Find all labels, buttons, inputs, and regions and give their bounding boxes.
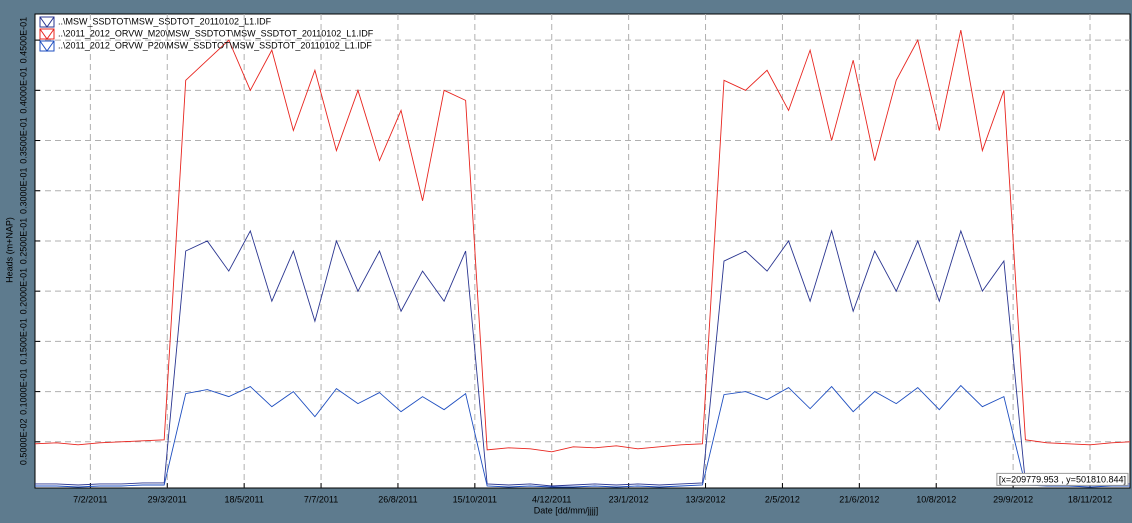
x-tick-label: 13/3/2012 [686, 494, 726, 504]
legend-label: ..\MSW_SSDTOT\MSW_SSDTOT_20110102_L1.IDF [58, 16, 272, 26]
x-tick-label: 7/2/2011 [73, 494, 107, 504]
y-axis-label: Heads (m+NAP) [4, 217, 14, 283]
y-tick-label: 0.3500E-01 [18, 117, 28, 164]
x-tick-label: 7/7/2011 [304, 494, 338, 504]
x-tick-label: 4/12/2011 [532, 494, 571, 504]
y-tick-label: 0.1000E-01 [18, 368, 28, 415]
x-tick-label: 29/9/2012 [993, 494, 1033, 504]
x-tick-label: 18/5/2011 [224, 494, 263, 504]
series-line [35, 229, 1130, 487]
y-tick-label: 0.3000E-01 [18, 167, 28, 214]
x-tick-label: 29/3/2011 [148, 494, 187, 504]
legend-swatch [39, 28, 55, 40]
x-tick-label: 26/8/2011 [378, 494, 417, 504]
legend-swatch [39, 40, 55, 52]
legend-label: ..\2011_2012_ORVW_P20\MSW_SSDTOT\MSW_SSD… [58, 40, 372, 50]
y-tick-label: 0.4000E-01 [18, 67, 28, 114]
x-tick-label: 2/5/2012 [765, 494, 800, 504]
x-tick-label: 15/10/2011 [453, 494, 497, 504]
x-tick-label: 21/6/2012 [839, 494, 879, 504]
series-line [35, 384, 1130, 488]
x-axis-label: Date [dd/mm/jjjj] [534, 505, 599, 515]
y-tick-label: 0.1500E-01 [18, 318, 28, 365]
legend-swatch [39, 16, 55, 28]
legend-swatch-diagonal [39, 28, 55, 40]
x-tick-label: 23/1/2012 [609, 494, 649, 504]
y-tick-label: 0.4500E-01 [18, 17, 28, 64]
x-tick-label: 18/11/2012 [1068, 494, 1112, 504]
legend-label: ..\2011_2012_ORVW_M20\MSW_SSDTOT\MSW_SSD… [58, 28, 374, 38]
y-tick-label: 0.5000E-02 [18, 419, 28, 466]
plot-area [34, 13, 1131, 489]
legend-swatch-diagonal [39, 40, 55, 52]
coordinate-annotation: [x=209779.953 , y=501810.844] [999, 474, 1126, 484]
legend: ..\MSW_SSDTOT\MSW_SSDTOT_20110102_L1.IDF… [39, 16, 374, 52]
legend-swatch-diagonal [39, 16, 55, 28]
annotation-box [996, 472, 1129, 486]
x-tick-label: 10/8/2012 [916, 494, 956, 504]
y-tick-label: 0.2500E-01 [18, 218, 28, 265]
y-tick-label: 0.2000E-01 [18, 268, 28, 315]
series-line [34, 29, 1131, 453]
